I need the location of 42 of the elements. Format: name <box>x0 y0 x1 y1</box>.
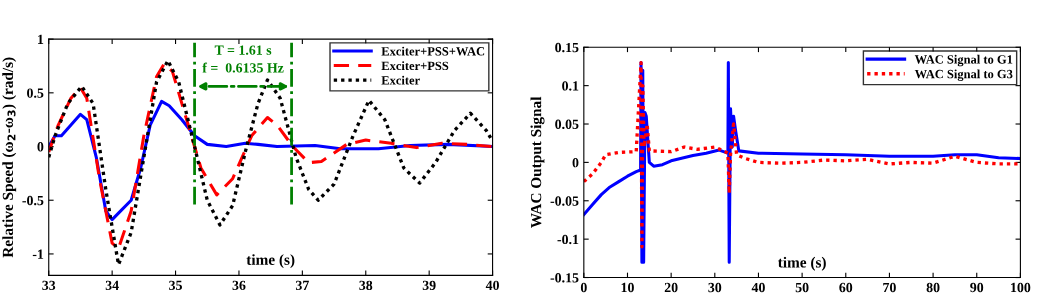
x-tick-label: 60 <box>839 282 853 293</box>
x-tick-label: 39 <box>422 280 436 291</box>
x-tick-label: 100 <box>1011 282 1031 293</box>
legend-label: WAC Signal to G1 <box>914 54 1013 67</box>
y-tick-label: -0.5 <box>22 195 44 206</box>
x-tick-label: 0 <box>580 282 587 293</box>
y-tick-label: 0.15 <box>555 42 579 53</box>
legend-label: WAC Signal to G3 <box>914 69 1013 81</box>
y-tick-label: 0.05 <box>555 119 579 130</box>
x-tick-label: 50 <box>795 282 809 293</box>
x-tick-label: 30 <box>708 282 722 293</box>
x-tick-label: 40 <box>751 282 765 293</box>
legend-label: Exciter+PSS <box>381 61 449 71</box>
y-tick-label: -1 <box>32 249 44 259</box>
x-tick-label: 70 <box>883 282 896 293</box>
x-axis-title: time (s) <box>777 256 826 271</box>
y-tick-label: 1 <box>38 34 44 44</box>
x-tick-label: 10 <box>621 282 634 293</box>
y-tick-label: -0.1 <box>557 234 579 245</box>
annotation: f = 0.6135 Hz <box>202 62 284 73</box>
x-tick-label: 35 <box>169 280 182 291</box>
x-tick-label: 36 <box>232 280 246 291</box>
legend-label: Exciter+PSS+WAC <box>381 46 485 56</box>
x-tick-label: 40 <box>485 280 499 291</box>
x-tick-label: 20 <box>664 282 678 293</box>
x-tick-label: 80 <box>926 282 940 293</box>
y-tick-label: 0 <box>37 142 44 152</box>
x-tick-label: 90 <box>970 282 984 293</box>
x-tick-label: 33 <box>42 280 56 291</box>
x-tick-label: 38 <box>359 280 373 291</box>
y-tick-label: -0.15 <box>550 273 579 283</box>
legend-label: Exciter <box>381 75 420 85</box>
annotation: T = 1.61 s <box>214 45 272 55</box>
y-tick-label: 0 <box>572 157 579 168</box>
x-tick-label: 37 <box>295 280 309 291</box>
y-axis-title: WAC Output Signal <box>530 96 545 228</box>
y-tick-label: -0.05 <box>550 196 579 206</box>
y-tick-label: 0.5 <box>27 88 44 98</box>
y-tick-label: 0.1 <box>562 81 579 91</box>
y-axis-title: Relative Speed (ω$_{2}$-ω$_{3}$) (rad/s) <box>2 57 17 258</box>
x-axis-title: time (s) <box>246 254 295 268</box>
x-tick-label: 34 <box>105 280 119 291</box>
